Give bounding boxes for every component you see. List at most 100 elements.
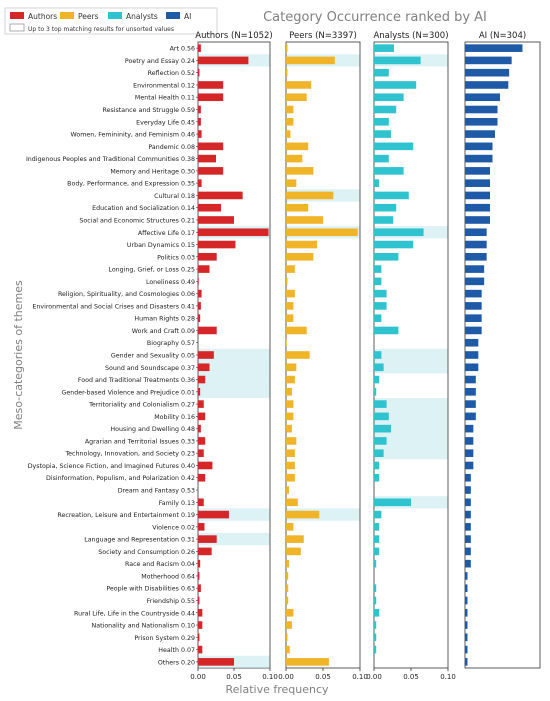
bar-peers <box>286 142 309 151</box>
bar-analysts <box>374 191 409 200</box>
legend-swatch-peers <box>60 12 74 19</box>
bar-analysts <box>374 56 421 65</box>
y-tick-label: Recreation, Leisure and Entertainment 0.… <box>57 512 195 519</box>
bar-authors <box>198 461 213 470</box>
bar-analysts <box>374 203 397 212</box>
bar-peers <box>286 572 289 580</box>
bar-analysts <box>374 621 377 629</box>
bar-analysts <box>374 81 417 89</box>
bar-analysts <box>374 68 389 77</box>
legend-label-peers: Peers <box>78 12 99 21</box>
bar-analysts <box>374 608 380 617</box>
bar-authors <box>198 375 206 384</box>
bar-peers <box>286 523 294 531</box>
y-tick-label: Friendship 0.55 <box>147 598 195 605</box>
y-tick-label: Poetry and Essay 0.24 <box>125 58 195 65</box>
bar-peers <box>286 547 301 556</box>
bar-peers <box>286 510 320 519</box>
bar-ai <box>465 302 482 310</box>
bar-peers <box>286 105 294 114</box>
x-tick-label-peers: 0.10 <box>352 673 368 681</box>
bar-peers <box>286 203 309 212</box>
highlight-band-authors <box>198 348 270 362</box>
bar-ai <box>465 81 509 89</box>
bar-ai <box>465 240 487 249</box>
bar-authors <box>198 437 206 445</box>
bar-authors <box>198 449 204 458</box>
y-tick-label: Politics 0.03 <box>157 254 195 261</box>
bar-ai <box>465 56 512 65</box>
bar-peers <box>286 424 292 433</box>
x-tick-label-analysts: 0.00 <box>366 673 382 681</box>
bar-ai <box>465 203 490 212</box>
bar-ai <box>465 498 471 507</box>
y-tick-label: Technology, Innovation, and Society 0.23 <box>64 451 195 458</box>
legend-swatch-ai <box>166 12 180 19</box>
y-tick-label: Everyday Life 0.45 <box>136 119 195 126</box>
bar-analysts <box>374 437 387 445</box>
bar-authors <box>198 498 204 507</box>
y-tick-label: Dystopia, Science Fiction, and Imagined … <box>28 463 195 470</box>
bar-analysts <box>374 117 389 126</box>
bar-ai <box>465 400 476 408</box>
bar-analysts <box>374 105 397 114</box>
bar-ai <box>465 216 490 224</box>
y-tick-label: Food and Traditional Treatments 0.36 <box>78 377 195 384</box>
bar-peers <box>286 240 318 249</box>
bar-peers <box>286 154 303 163</box>
panel-title-ai: AI (N=304) <box>479 31 526 41</box>
y-tick-label: Motherhood 0.64 <box>141 573 195 580</box>
y-tick-label: Nationality and Nationalism 0.10 <box>92 623 195 630</box>
bar-peers <box>286 117 294 126</box>
legend-note: Up to 3 top matching results for unsorte… <box>28 26 174 33</box>
y-tick-label: Urban Dynamics 0.15 <box>127 242 195 249</box>
bar-authors <box>198 142 224 151</box>
bar-authors <box>198 351 214 359</box>
y-tick-label: Health 0.07 <box>158 647 195 654</box>
bar-authors <box>198 240 236 249</box>
y-tick-label: Environmental 0.12 <box>133 82 195 89</box>
chart-title: Category Occurrence ranked by AI <box>263 10 487 25</box>
bar-analysts <box>374 179 380 187</box>
bar-ai <box>465 93 500 102</box>
bar-peers <box>286 535 304 543</box>
bar-ai <box>465 105 498 114</box>
x-tick-label-analysts: 0.05 <box>403 673 419 681</box>
bar-analysts <box>374 584 377 593</box>
bar-authors <box>198 314 201 322</box>
bar-analysts <box>374 240 414 249</box>
highlight-band-authors <box>198 385 270 398</box>
bar-authors <box>198 400 204 408</box>
y-tick-label: Housing and Dwelling 0.48 <box>110 426 195 433</box>
bar-ai <box>465 265 485 273</box>
y-tick-label: Gender-based Violence and Prejudice 0.01 <box>61 389 195 396</box>
y-tick-label: Affective Life 0.17 <box>138 230 195 237</box>
bar-peers <box>286 302 294 310</box>
bar-analysts <box>374 289 387 298</box>
bar-ai <box>465 375 476 384</box>
y-tick-label: Biography 0.57 <box>147 340 195 347</box>
y-tick-label: Prison System 0.29 <box>134 635 195 642</box>
bar-peers <box>286 658 329 666</box>
bar-authors <box>198 388 201 396</box>
bar-authors <box>198 93 224 102</box>
bar-peers <box>286 486 289 494</box>
y-tick-label: Environmental and Social Crises and Disa… <box>32 303 195 310</box>
y-tick-label: Body, Performance, and Expression 0.35 <box>67 181 195 188</box>
bar-peers <box>286 498 298 507</box>
highlight-band-analysts <box>374 410 448 423</box>
bar-authors <box>198 117 201 126</box>
bar-ai <box>465 547 471 556</box>
bar-peers <box>286 621 292 629</box>
highlight-band-analysts <box>374 434 448 448</box>
bar-analysts <box>374 216 394 224</box>
bar-analysts <box>374 154 389 163</box>
bar-authors <box>198 191 243 200</box>
bar-ai <box>465 523 471 531</box>
bar-analysts <box>374 400 387 408</box>
bar-peers <box>286 326 307 335</box>
bar-analysts <box>374 535 380 543</box>
bar-authors <box>198 68 200 77</box>
y-tick-label: Loneliness 0.49 <box>146 279 195 286</box>
bar-ai <box>465 596 468 605</box>
